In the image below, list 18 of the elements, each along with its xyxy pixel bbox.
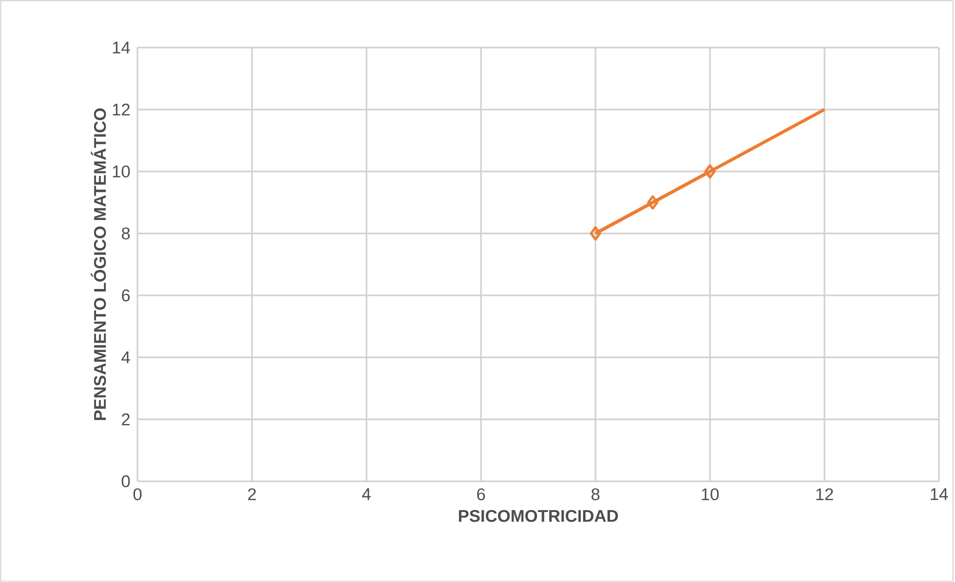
x-tick-label: 14 xyxy=(930,488,948,500)
x-tick-label: 8 xyxy=(592,488,600,500)
x-tick-label: 4 xyxy=(362,488,371,500)
y-tick-label: 0 xyxy=(122,475,130,488)
x-axis-title: PSICOMOTRICIDAD xyxy=(458,510,618,522)
y-tick-label: 10 xyxy=(112,166,130,178)
x-tick-label: 2 xyxy=(248,488,256,500)
y-tick-label: 4 xyxy=(121,352,130,364)
x-tick-label: 10 xyxy=(702,488,719,500)
x-tick-label: 6 xyxy=(477,488,485,500)
y-axis-title: PENSAMIENTO LÓGICO MATEMÁTICO xyxy=(90,108,106,420)
y-tick-label: 2 xyxy=(122,414,130,426)
y-tick-label: 8 xyxy=(122,228,130,240)
y-tick-label: 12 xyxy=(112,104,130,116)
y-tick-label: 14 xyxy=(112,42,130,54)
x-tick-label: 0 xyxy=(133,488,142,500)
y-tick-label: 6 xyxy=(122,290,130,302)
x-tick-label: 12 xyxy=(816,488,834,500)
